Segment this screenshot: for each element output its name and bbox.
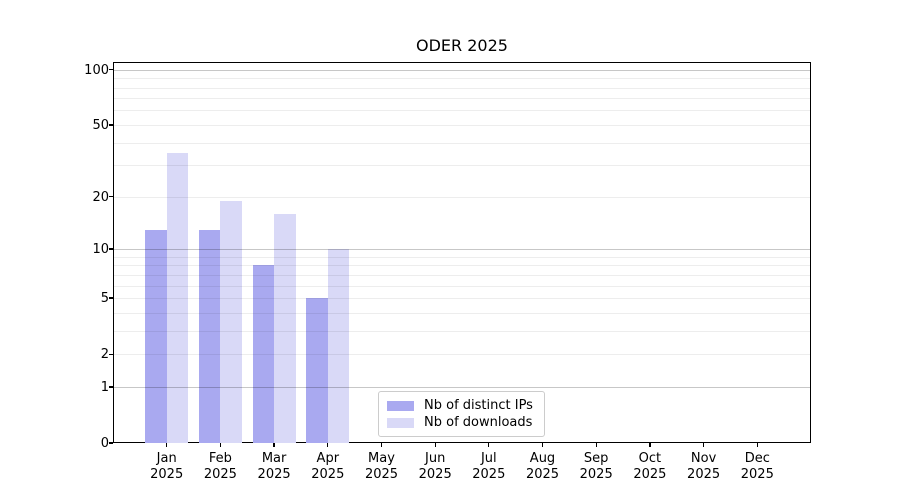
y-tick-label-10: 10 (92, 242, 109, 257)
y-tick-50 (109, 124, 113, 126)
bar-apr-downloads (327, 249, 350, 443)
gridline-minor-9 (113, 256, 811, 258)
y-tick-5 (109, 297, 113, 299)
y-tick-20 (109, 196, 113, 198)
gridline-major-100 (113, 69, 811, 71)
gridline-minor-2 (113, 354, 811, 356)
x-tick-oct (649, 443, 651, 447)
legend: Nb of distinct IPs Nb of downloads (378, 391, 545, 437)
bar-mar-downloads (274, 213, 296, 443)
gridline-minor-40 (113, 142, 811, 144)
gridline-major-1 (113, 386, 811, 388)
y-tick-label-20: 20 (92, 189, 109, 205)
x-tick-jun (434, 443, 436, 447)
x-tick-label-dec: Dec 2025 (740, 451, 774, 482)
gridline-minor-4 (113, 312, 811, 314)
x-tick-apr (327, 443, 329, 447)
bar-jan-distinct-ips (145, 229, 167, 443)
bar-feb-distinct-ips (198, 229, 221, 443)
x-tick-label-mar: Mar 2025 (257, 451, 291, 482)
gridline-minor-7 (113, 274, 811, 276)
x-tick-sep (595, 443, 597, 447)
bar-feb-downloads (220, 200, 242, 443)
y-tick-label-2: 2 (100, 347, 109, 363)
gridline-minor-60 (113, 110, 811, 112)
legend-entry-distinct-ips: Nb of distinct IPs (387, 397, 536, 414)
x-tick-jan (166, 443, 168, 447)
x-tick-label-jun: Jun 2025 (418, 451, 452, 482)
x-tick-may (380, 443, 383, 447)
y-tick-label-5: 5 (100, 291, 109, 306)
x-tick-label-jan: Jan 2025 (150, 451, 184, 482)
bar-mar-distinct-ips (252, 265, 275, 443)
x-tick-label-feb: Feb 2025 (203, 451, 237, 482)
x-tick-label-sep: Sep 2025 (579, 451, 613, 482)
x-tick-mar (273, 443, 275, 447)
bar-apr-distinct-ips (306, 298, 328, 443)
gridline-minor-6 (113, 285, 811, 287)
gridline-major-10 (113, 249, 811, 250)
y-tick-label-0: 0 (100, 436, 109, 451)
x-tick-label-may: May 2025 (364, 451, 399, 482)
gridline-minor-8 (113, 265, 811, 267)
gridline-minor-30 (113, 165, 811, 167)
x-tick-label-aug: Aug 2025 (525, 451, 560, 482)
y-tick-10 (109, 248, 113, 250)
y-tick-1 (109, 386, 113, 388)
x-tick-aug (541, 443, 544, 447)
x-tick-label-oct: Oct 2025 (633, 451, 667, 482)
x-tick-nov (703, 443, 705, 447)
y-tick-label-1: 1 (100, 379, 109, 395)
y-tick-label-100: 100 (84, 62, 109, 78)
gridline-minor-80 (113, 87, 811, 89)
y-tick-100 (109, 69, 113, 71)
gridline-minor-50 (113, 124, 811, 126)
x-tick-jul (488, 443, 490, 447)
gridline-minor-90 (113, 78, 811, 80)
legend-entry-downloads: Nb of downloads (387, 414, 536, 431)
legend-label-distinct-ips: Nb of distinct IPs (424, 398, 533, 413)
plot-area (113, 62, 811, 443)
chart-title: ODER 2025 (416, 36, 508, 55)
gridline-minor-70 (113, 98, 811, 100)
y-tick-label-50: 50 (92, 117, 109, 133)
gridline-minor-3 (113, 330, 811, 332)
x-tick-label-nov: Nov 2025 (687, 451, 721, 482)
gridline-minor-20 (113, 196, 811, 198)
x-tick-dec (756, 443, 758, 447)
x-tick-feb (219, 443, 221, 447)
y-tick-0 (109, 442, 113, 444)
x-tick-label-apr: Apr 2025 (311, 451, 345, 482)
bar-jan-downloads (166, 153, 189, 443)
legend-swatch-distinct-ips (387, 400, 414, 411)
legend-swatch-downloads (387, 417, 414, 428)
y-tick-2 (109, 353, 113, 355)
gridline-minor-5 (113, 298, 811, 299)
legend-label-downloads: Nb of downloads (424, 415, 533, 430)
x-tick-label-jul: Jul 2025 (472, 451, 506, 482)
